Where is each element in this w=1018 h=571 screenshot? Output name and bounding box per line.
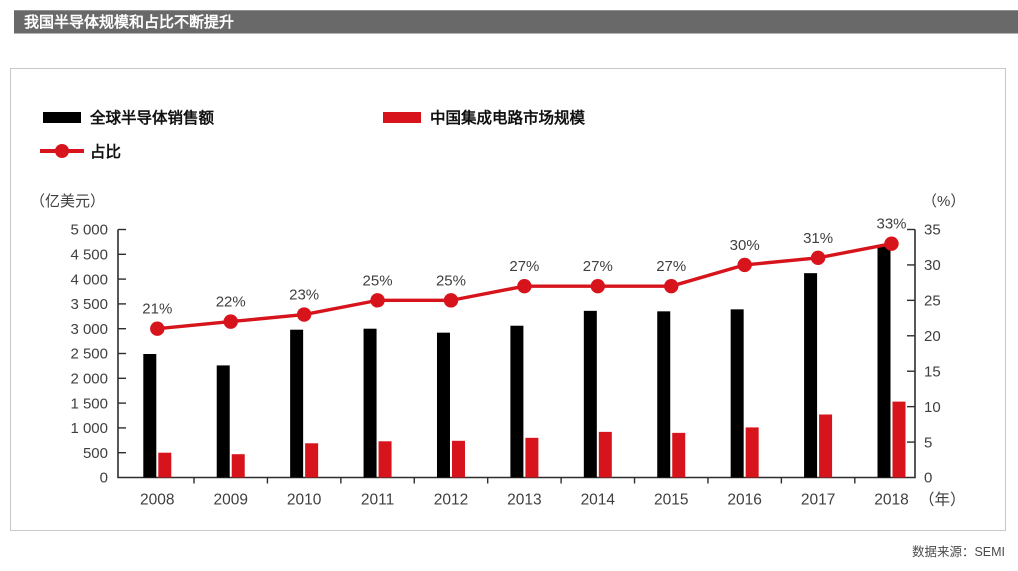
black-bar-swatch-icon <box>43 111 81 123</box>
legend-item-global-sales: 全球半导体销售额 <box>43 106 214 128</box>
red-bar-swatch-icon <box>383 111 421 123</box>
legend-item-share: 占比 <box>40 140 121 162</box>
legend-label-share: 占比 <box>90 144 122 161</box>
legend-label-global-sales: 全球半导体销售额 <box>90 110 215 127</box>
page-title: 我国半导体规模和占比不断提升 <box>14 10 1018 34</box>
data-source: 数据来源：SEMI <box>911 545 1005 559</box>
legend-item-china-ic-market: 中国集成电路市场规模 <box>383 106 585 128</box>
red-line-dot-swatch-icon <box>40 143 84 159</box>
line-marker-dot <box>55 144 69 158</box>
chart-frame <box>10 68 1006 531</box>
legend-label-china-ic-market: 中国集成电路市场规模 <box>430 110 586 127</box>
